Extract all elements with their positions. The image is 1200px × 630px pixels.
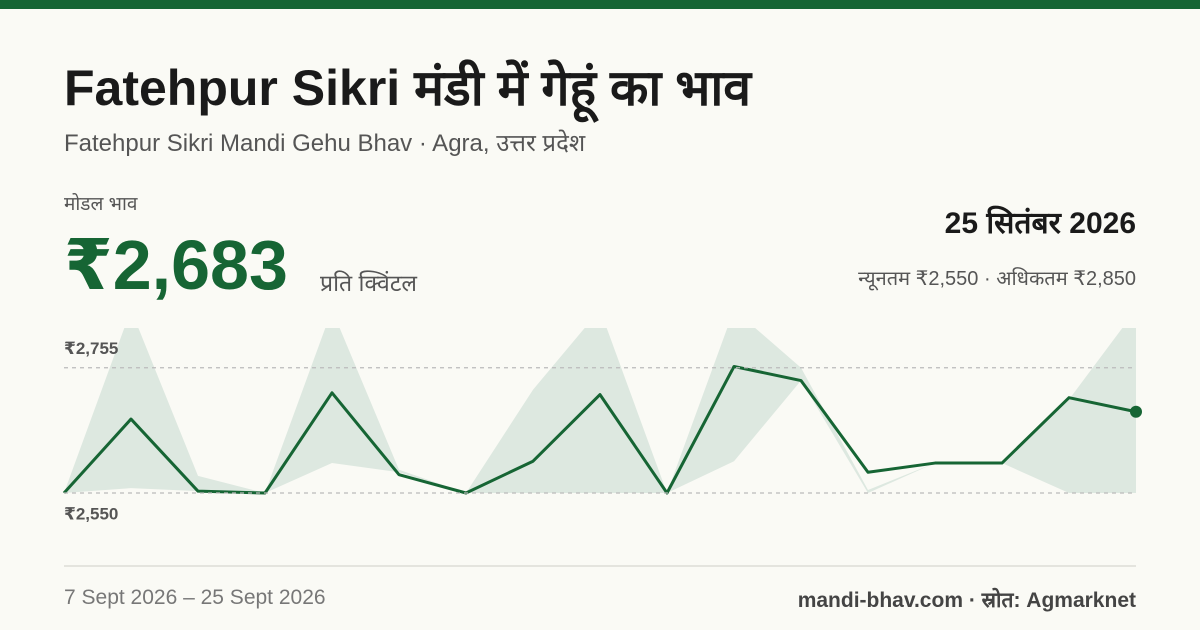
title: Fatehpur Sikri मंडी में गेहूं का भाव [64,60,752,116]
plot [62,328,1137,495]
price-label: मोडल भाव [64,194,138,215]
top-bar [0,0,1200,9]
date: 25 सितंबर 2026 [944,207,1136,240]
y-tick-label: ₹2,550 [64,504,118,523]
last-point [1130,405,1142,418]
source: mandi-bhav.com · स्रोत: Agmarknet [797,589,1136,612]
period: 7 Sept 2026 – 25 Sept 2026 [64,586,326,609]
price-range: न्यूनतम ₹2,550 · अधिकतम ₹2,850 [858,268,1136,290]
subtitle: Fatehpur Sikri Mandi Gehu Bhav · Agra, उ… [64,130,586,157]
price-line [62,365,1137,495]
unit: प्रति क्विंटल [320,270,418,296]
min-max-band [64,328,1136,493]
y-tick-label: ₹2,755 [64,339,118,358]
price: ₹2,683 [64,226,288,304]
